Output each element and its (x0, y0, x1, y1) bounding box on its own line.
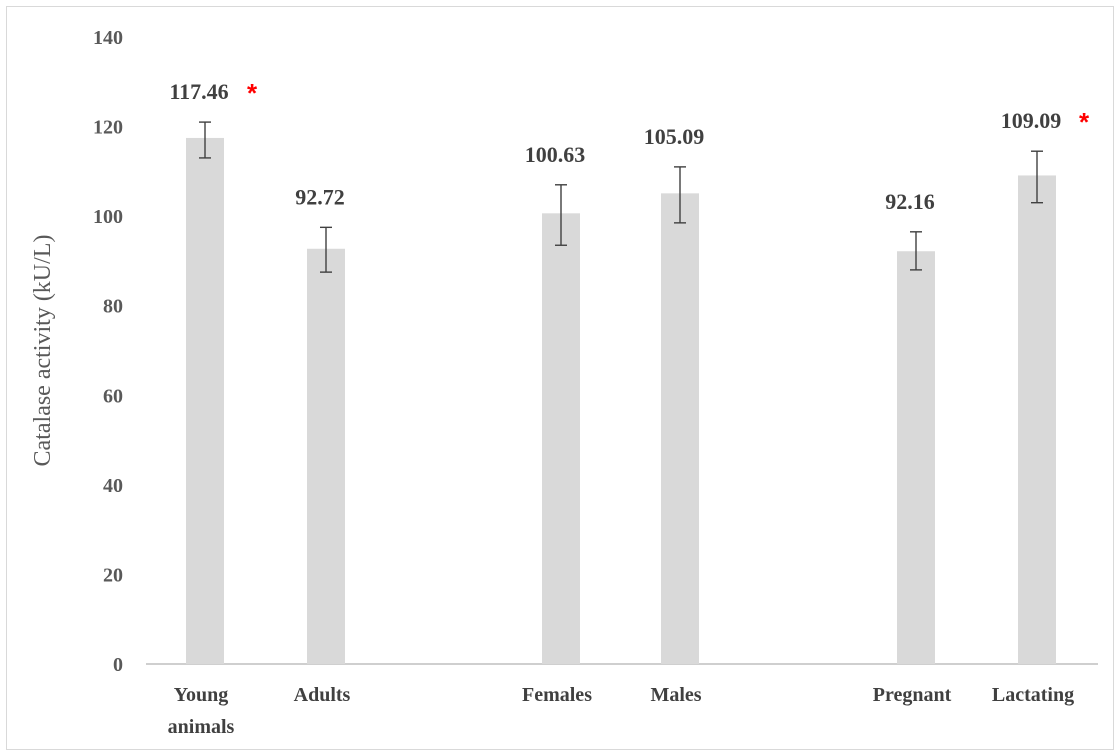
x-category-label-line: Pregnant (873, 684, 952, 706)
error-bar (1031, 150, 1043, 204)
error-bar (199, 121, 211, 159)
error-bars (199, 121, 1043, 273)
error-bar (674, 166, 686, 224)
y-tick-label: 80 (103, 296, 123, 318)
data-label: 100.63 (525, 142, 586, 167)
bar (897, 251, 935, 664)
significance-marker: * (1079, 107, 1090, 137)
x-category-label-line: Females (522, 684, 592, 706)
y-tick-label: 60 (103, 385, 123, 407)
y-tick-label: 120 (93, 117, 123, 139)
bar (307, 248, 345, 664)
bar (542, 213, 580, 664)
data-label: 92.16 (885, 189, 935, 214)
error-bar (910, 231, 922, 271)
y-tick-label: 20 (103, 564, 123, 586)
x-category-label-line: animals (168, 716, 235, 738)
bar (661, 193, 699, 664)
category-labels: Young animals Adults Females Males Pregnant La… (168, 684, 1074, 738)
x-category-label: Lactating (992, 684, 1074, 706)
y-tick-label: 140 (93, 27, 123, 49)
data-label: 117.46 (169, 79, 228, 104)
y-tick-label: 0 (113, 654, 123, 676)
x-category-label-line: Males (650, 684, 701, 706)
x-category-label-line: Adults (294, 684, 351, 706)
x-category-label-line: Lactating (992, 684, 1074, 706)
y-tick-label: 40 (103, 475, 123, 497)
bar (186, 137, 224, 664)
x-category-label: Males (650, 684, 701, 706)
data-label: 109.09 (1001, 108, 1062, 133)
data-label: 105.09 (644, 124, 705, 149)
x-category-label-line: Young (174, 684, 228, 706)
error-bar (555, 184, 567, 246)
data-label: 92.72 (295, 184, 345, 209)
x-category-label: Pregnant (873, 684, 952, 706)
bar (1018, 175, 1056, 664)
x-category-label: Young animals (168, 684, 235, 738)
data-labels: 117.46 * 92.72 100.63 105.09 92.16 109.09 * (169, 78, 1090, 214)
y-tick-label: 100 (93, 206, 123, 228)
y-axis-ticks: 0 20 40 60 80 100 120 140 (93, 27, 123, 676)
y-axis-label: Catalase activity (kU/L) (30, 235, 56, 467)
x-category-label: Females (522, 684, 592, 706)
error-bar (320, 226, 332, 273)
significance-marker: * (247, 78, 258, 108)
x-category-label: Adults (294, 684, 351, 706)
bars (186, 137, 1056, 664)
chart-frame (6, 6, 1114, 750)
